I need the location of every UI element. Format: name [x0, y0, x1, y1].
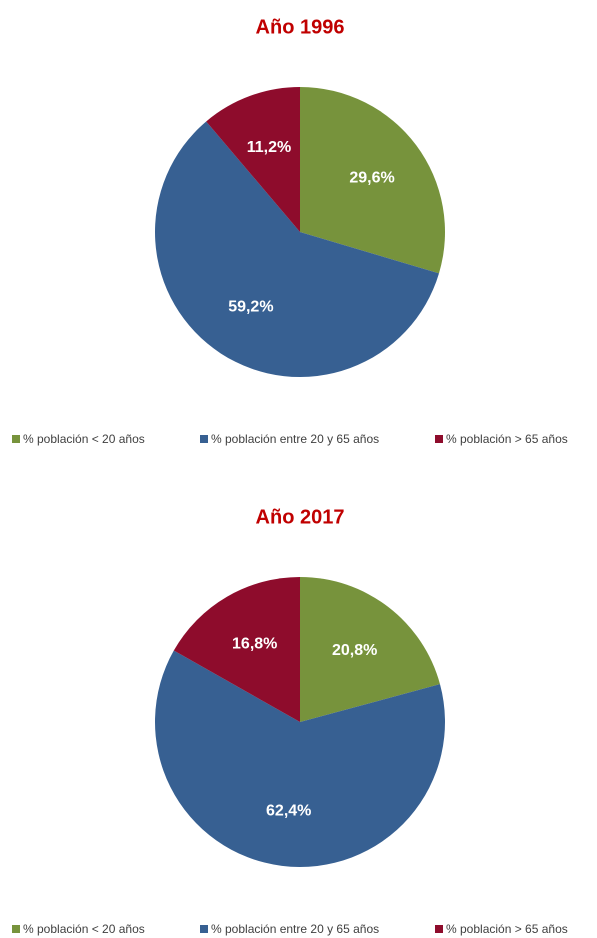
legend-swatch [435, 435, 443, 443]
pie-slice [155, 650, 446, 867]
legend-label: % población < 20 años [23, 922, 145, 936]
chart-title: Año 2017 [256, 506, 345, 528]
legend-swatch [12, 435, 20, 443]
legend-swatch [200, 925, 208, 933]
legend-label: % población > 65 años [446, 432, 568, 446]
pie-slice [173, 577, 300, 722]
chart-title: Año 1996 [256, 16, 345, 38]
legend-label: % población < 20 años [23, 432, 145, 446]
pie-slice [206, 87, 300, 232]
legend-swatch [435, 925, 443, 933]
pie-slice [300, 87, 445, 274]
data-label: 20,8% [332, 642, 377, 659]
data-label: 59,2% [228, 299, 273, 316]
pie-slice [155, 121, 439, 378]
data-label: 29,6% [349, 169, 394, 186]
data-label: 62,4% [266, 802, 311, 819]
data-label: 11,2% [247, 139, 291, 156]
legend-label: % población > 65 años [446, 922, 568, 936]
legend-swatch [12, 925, 20, 933]
data-label: 16,8% [232, 636, 277, 653]
pie-slice [300, 577, 440, 722]
legend-swatch [200, 435, 208, 443]
legend-label: % población entre 20 y 65 años [211, 432, 379, 446]
legend-label: % población entre 20 y 65 años [211, 922, 379, 936]
